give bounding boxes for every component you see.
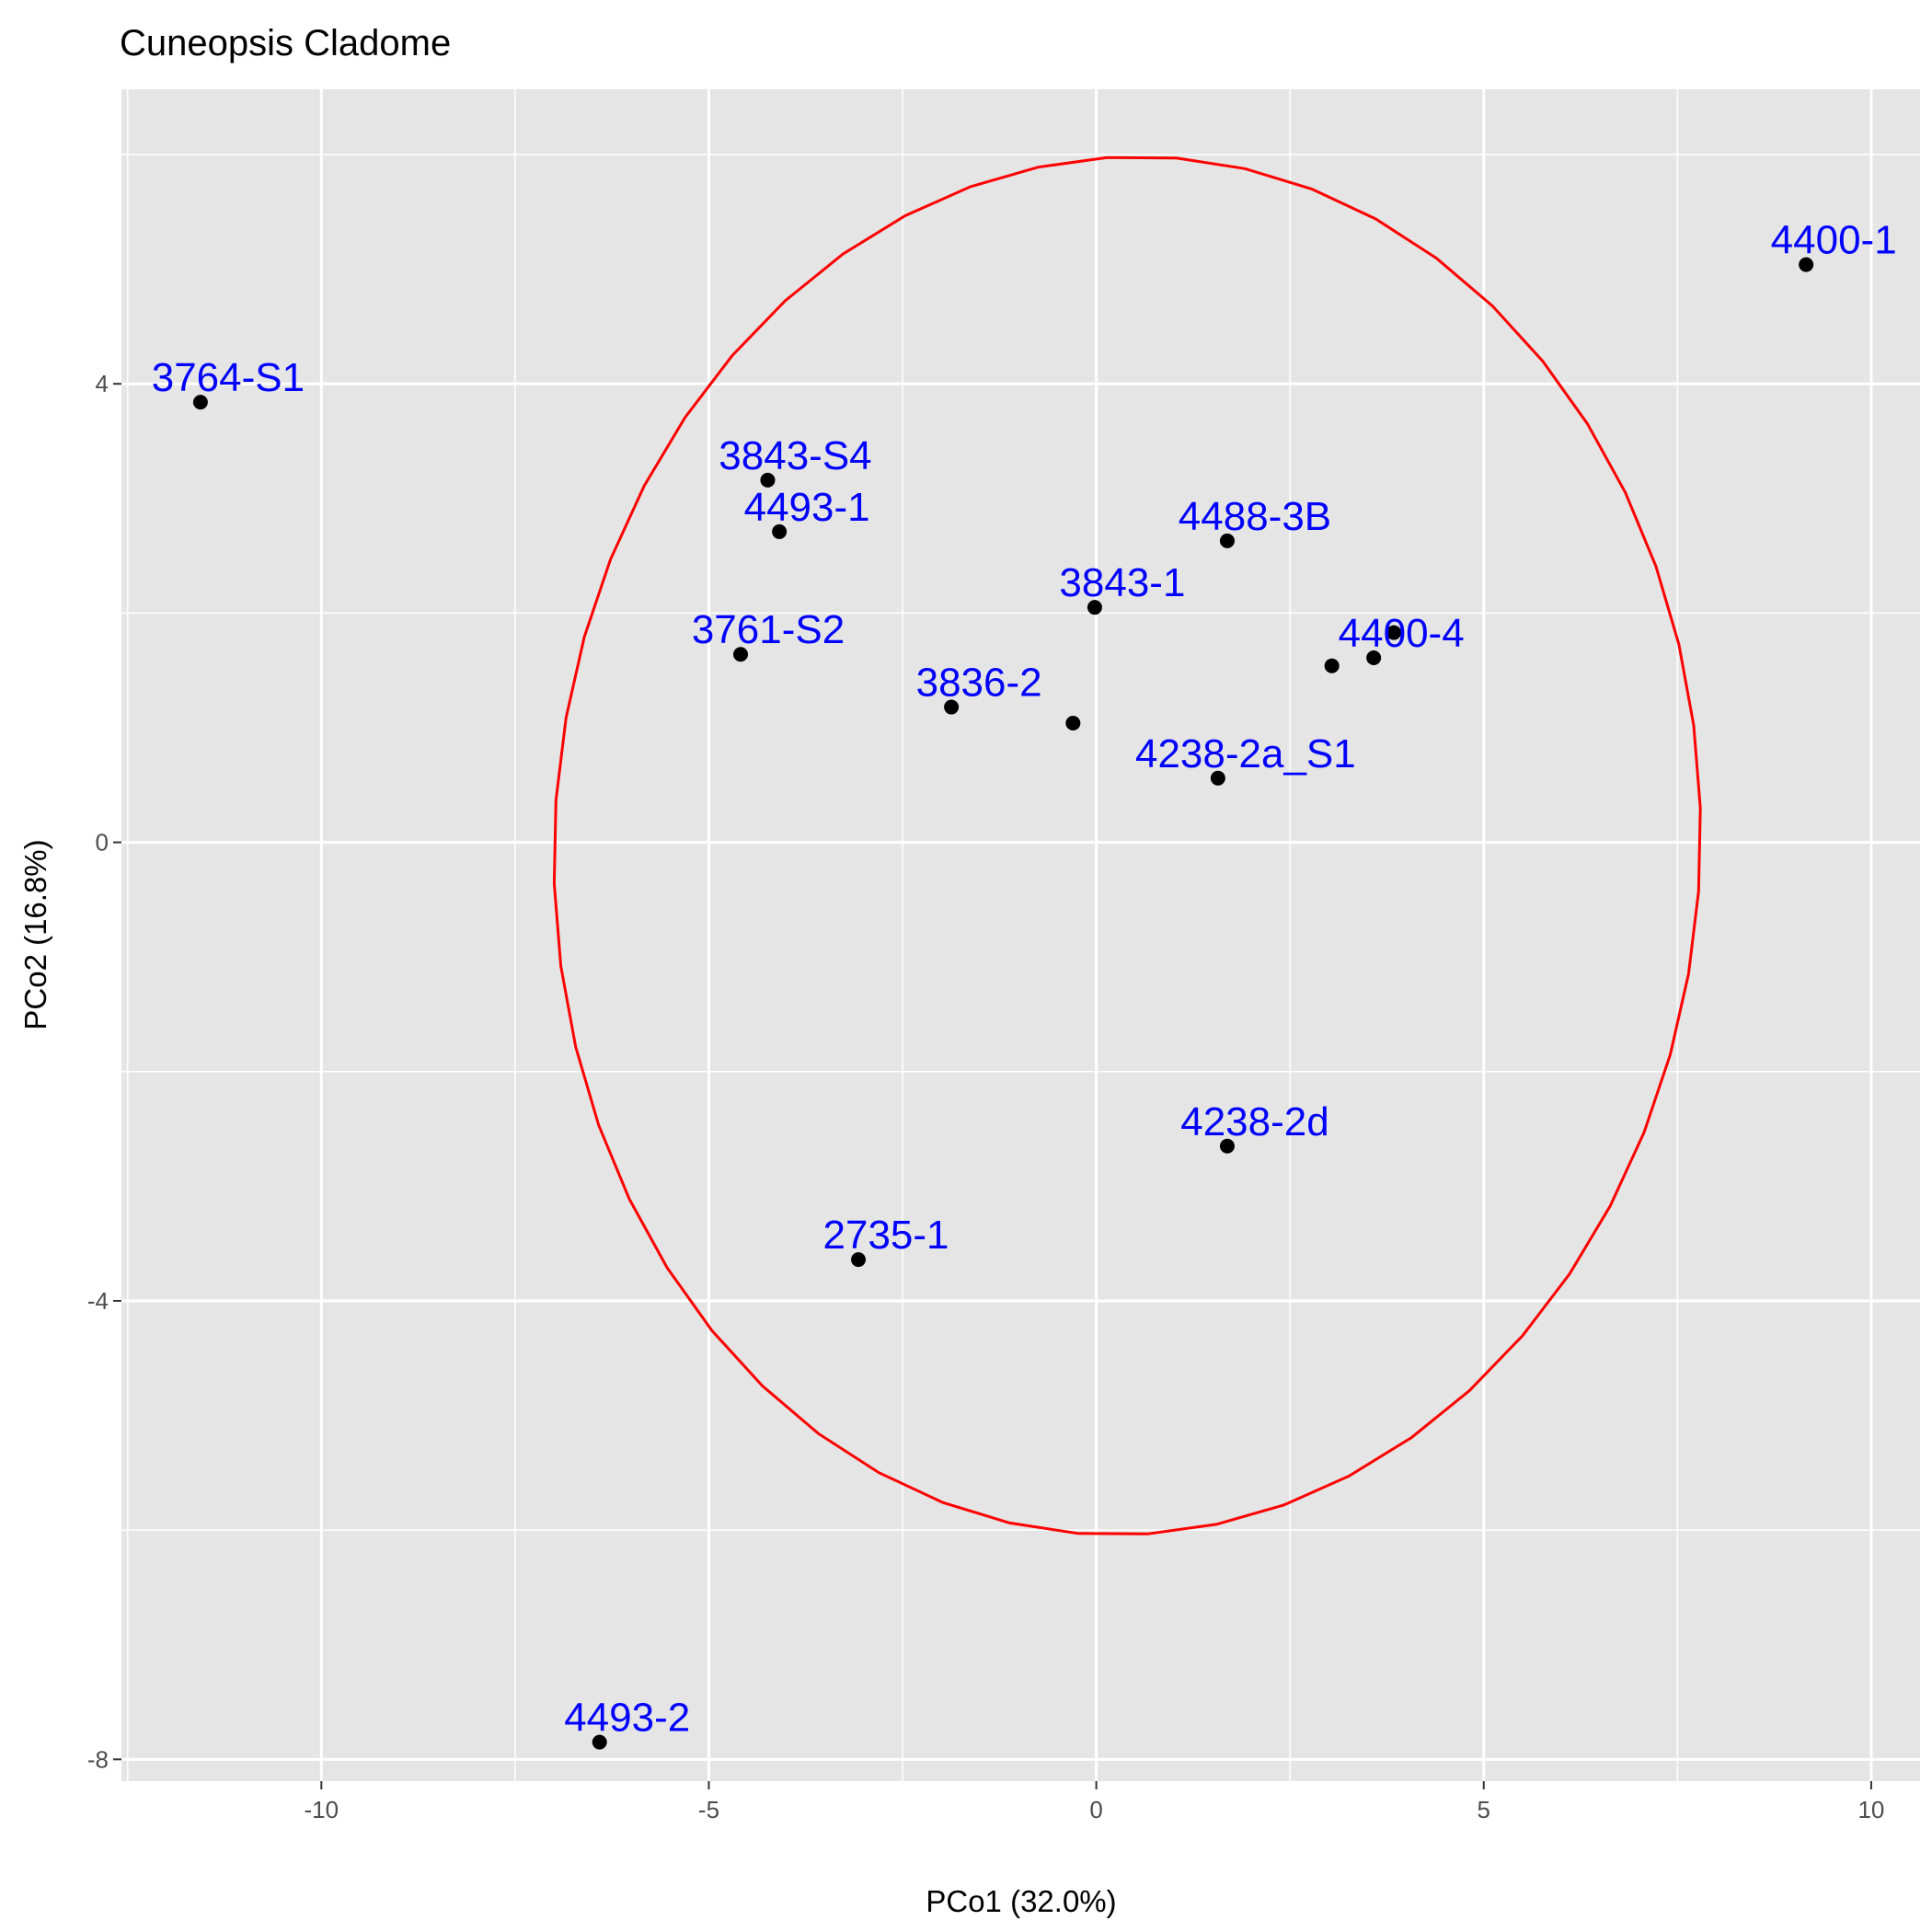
point-label: 3761-S2 <box>692 607 845 652</box>
point-label: 4493-2 <box>564 1696 690 1741</box>
point-label: 3836-2 <box>916 661 1042 706</box>
data-points: 4400-1 3764-S1 3843-S4 4493-1 4488-3B 3843-1 3… <box>152 218 1897 1750</box>
x-axis-title: PCo1 (32.0%) <box>926 1884 1116 1918</box>
point-label: 4238-2d <box>1180 1099 1328 1144</box>
data-point <box>1366 650 1382 665</box>
y-axis-title: PCo2 (16.8%) <box>18 839 52 1029</box>
plot-panel <box>121 89 1920 1781</box>
data-point <box>733 647 749 662</box>
data-point <box>760 472 776 488</box>
x-tick-label: -5 <box>698 1796 719 1823</box>
data-point <box>1087 600 1102 615</box>
point-label: 4400-1 <box>1771 218 1897 263</box>
data-point <box>1065 716 1081 731</box>
data-point <box>1386 625 1402 640</box>
data-point <box>944 699 960 715</box>
data-point <box>1219 533 1235 548</box>
point-label: 3843-1 <box>1059 560 1185 605</box>
y-tick-label: -8 <box>87 1745 109 1773</box>
confidence-ellipse <box>552 155 1702 1535</box>
data-point <box>1799 257 1814 272</box>
y-tick-label: -4 <box>87 1287 109 1315</box>
y-tick-label: 0 <box>96 829 109 857</box>
data-point <box>192 395 208 410</box>
data-point <box>1210 770 1225 786</box>
point-label: 3764-S1 <box>152 355 305 400</box>
data-point <box>592 1734 607 1750</box>
point-label: 4238-2a_S1 <box>1135 731 1356 776</box>
point-label: 2735-1 <box>823 1213 949 1258</box>
data-point <box>772 523 788 539</box>
y-tick-label: 4 <box>96 370 109 397</box>
data-point <box>1324 658 1340 673</box>
x-tick-label: 10 <box>1857 1796 1884 1823</box>
x-tick-label: 0 <box>1089 1796 1102 1823</box>
x-tick-label: 5 <box>1478 1796 1490 1823</box>
data-point <box>1219 1138 1235 1154</box>
gridlines <box>121 89 1920 1781</box>
point-label: 4493-1 <box>744 485 870 530</box>
data-point <box>851 1252 867 1268</box>
x-tick-label: -10 <box>305 1796 339 1823</box>
point-label: 4400-4 <box>1339 611 1465 656</box>
point-label: 3843-S4 <box>719 433 871 478</box>
axis-ticks: -10 -5 0 5 10 -8 -4 0 4 <box>87 370 1885 1823</box>
chart-title: Cuneopsis Cladome <box>120 23 451 63</box>
point-label: 4488-3B <box>1179 494 1331 539</box>
